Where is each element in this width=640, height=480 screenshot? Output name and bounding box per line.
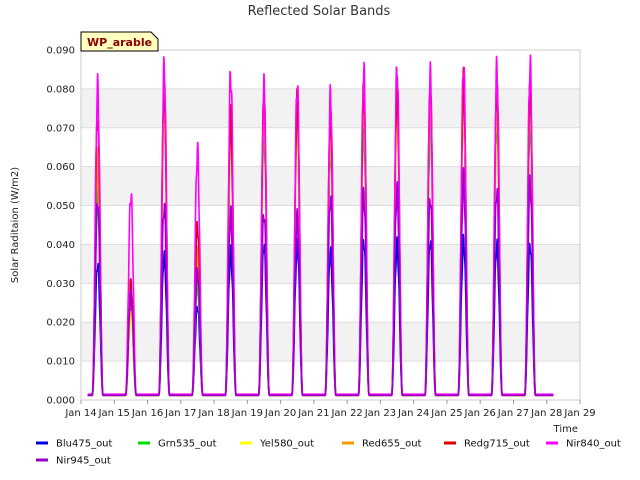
plot-band bbox=[81, 50, 580, 89]
legend-label: Redg715_out bbox=[464, 439, 530, 450]
plot-band bbox=[81, 205, 580, 245]
x-axis-ticks: Jan 14 Jan 15 Jan 16 Jan 17 Jan 18 Jan 19 Jan … bbox=[64, 400, 596, 419]
legend-label: Yel580_out bbox=[259, 439, 314, 450]
x-axis-label: Time bbox=[553, 424, 578, 435]
series-line-nir945-out bbox=[87, 166, 554, 397]
y-tick-label: 0.050 bbox=[46, 201, 75, 212]
legend-label: Nir945_out bbox=[56, 456, 111, 467]
x-tick-label: Jan 25 bbox=[430, 408, 462, 419]
legend-label: Blu475_out bbox=[56, 439, 113, 450]
series-line-nir840-out bbox=[87, 54, 554, 395]
y-axis-label: Solar Raditaion (W/m2) bbox=[10, 167, 21, 283]
x-tick-label: Jan 20 bbox=[264, 408, 296, 419]
y-tick-label: 0.010 bbox=[46, 357, 75, 368]
legend-label: Nir840_out bbox=[566, 439, 621, 450]
x-tick-label: Jan 21 bbox=[297, 408, 329, 419]
chart-title: Reflected Solar Bands bbox=[248, 4, 391, 19]
x-tick-label: Jan 22 bbox=[330, 408, 362, 419]
legend-label: Red655_out bbox=[362, 439, 422, 450]
x-tick-label: Jan 26 bbox=[464, 408, 496, 419]
y-tick-label: 0.030 bbox=[46, 279, 75, 290]
plot-border bbox=[80, 49, 581, 401]
y-tick-label: 0.060 bbox=[46, 162, 75, 173]
y-tick-label: 0.020 bbox=[46, 318, 75, 329]
x-tick-label: Jan 16 bbox=[131, 408, 163, 419]
source-badge: WP_arable bbox=[80, 31, 159, 52]
y-tick-label: 0.070 bbox=[46, 123, 75, 134]
legend-label: Grn535_out bbox=[158, 439, 217, 450]
y-tick-label: 0.000 bbox=[46, 396, 75, 407]
y-axis-ticks: 0.000 0.010 0.020 0.030 0.040 0.050 0.060 0.070… bbox=[46, 46, 75, 407]
x-tick-label: Jan 24 bbox=[397, 408, 429, 419]
x-tick-label: Jan 17 bbox=[164, 408, 196, 419]
x-tick-label: Jan 29 bbox=[563, 408, 595, 419]
series-layer bbox=[87, 54, 554, 397]
x-tick-label: Jan 28 bbox=[530, 408, 562, 419]
x-tick-label: Jan 23 bbox=[364, 408, 396, 419]
badge-label: WP_arable bbox=[87, 36, 152, 49]
plot-band bbox=[81, 361, 580, 400]
legend: Blu475_out Grn535_out Yel580_out Red655_out… bbox=[36, 439, 621, 467]
x-tick-label: Jan 19 bbox=[231, 408, 263, 419]
x-tick-label: Jan 14 bbox=[64, 408, 96, 419]
y-tick-label: 0.040 bbox=[46, 240, 75, 251]
plot-band bbox=[81, 283, 580, 323]
y-tick-label: 0.090 bbox=[46, 46, 75, 57]
x-tick-label: Jan 15 bbox=[98, 408, 130, 419]
x-tick-label: Jan 27 bbox=[497, 408, 529, 419]
x-tick-label: Jan 18 bbox=[197, 408, 229, 419]
plot-band bbox=[81, 322, 580, 362]
y-tick-label: 0.080 bbox=[46, 84, 75, 95]
